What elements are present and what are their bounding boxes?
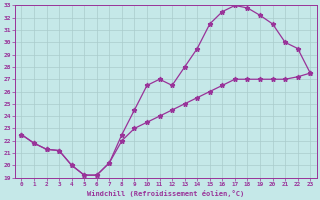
X-axis label: Windchill (Refroidissement éolien,°C): Windchill (Refroidissement éolien,°C) xyxy=(87,190,244,197)
